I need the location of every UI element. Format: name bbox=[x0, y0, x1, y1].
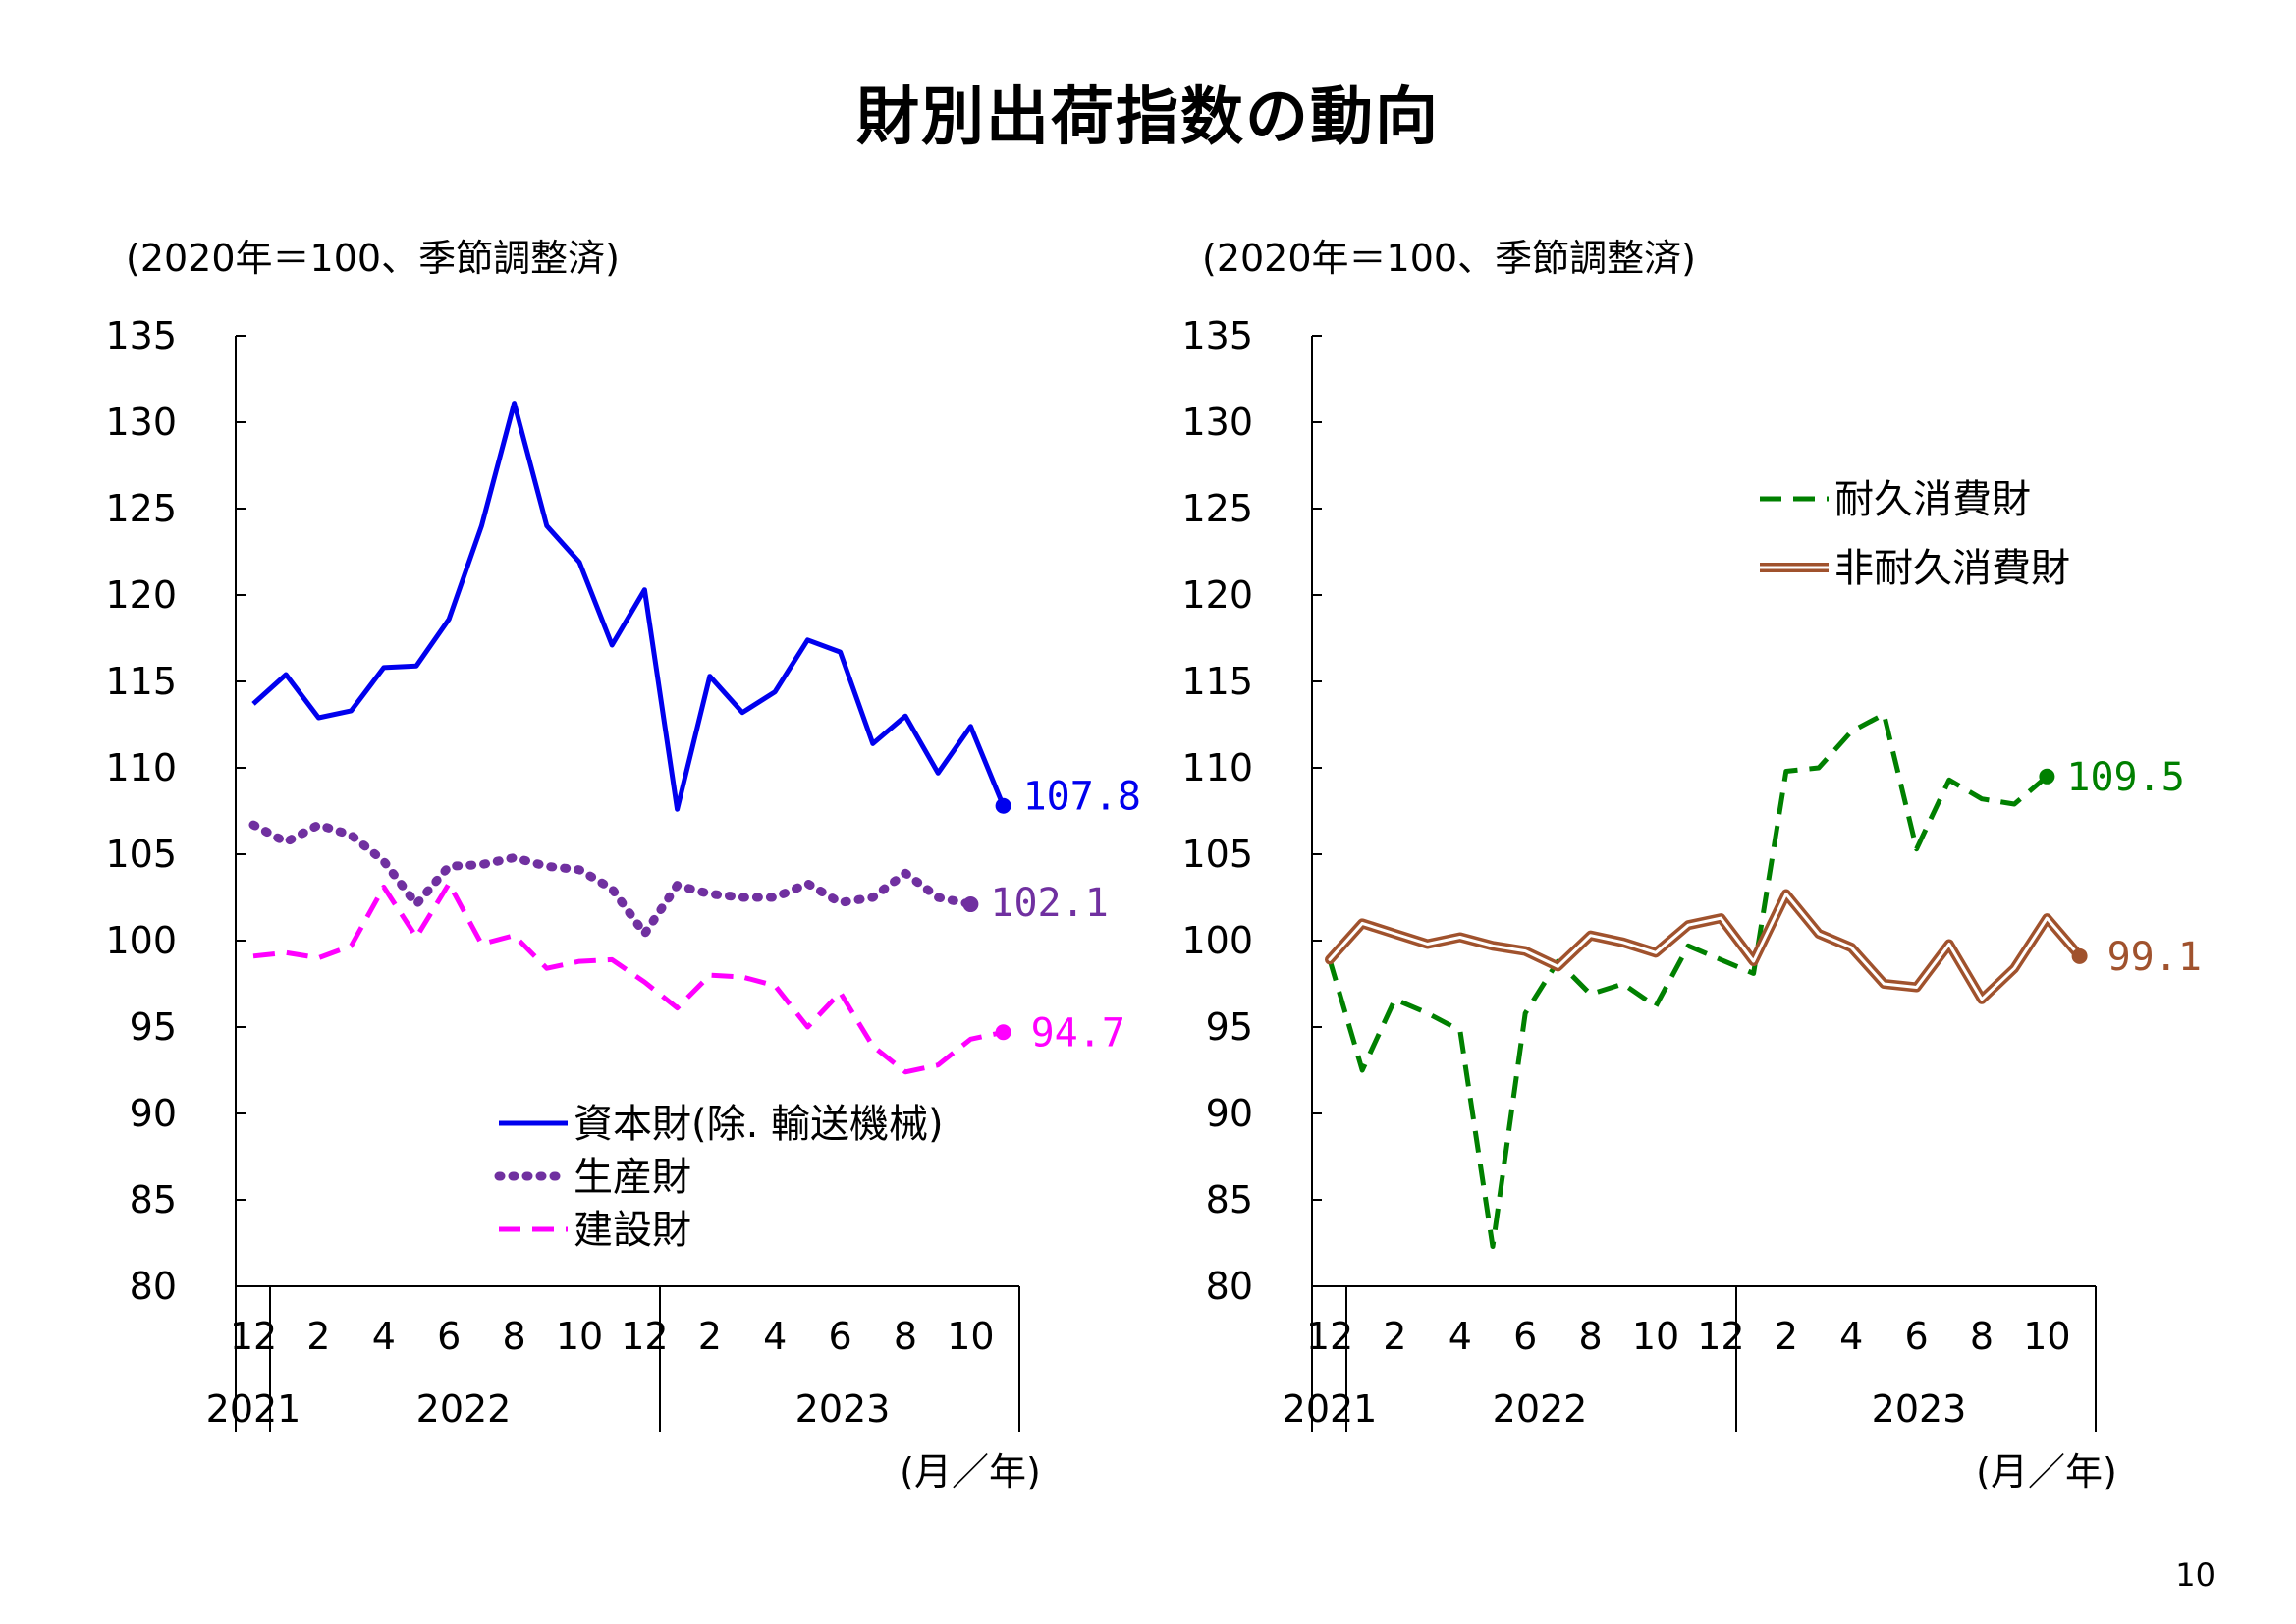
x-month-label: 4 bbox=[1839, 1315, 1863, 1358]
x-month-label: 6 bbox=[437, 1315, 461, 1358]
x-year-label: 2021 bbox=[206, 1387, 301, 1431]
legend-label: 生産財 bbox=[574, 1155, 691, 1200]
x-month-label: 6 bbox=[829, 1315, 852, 1358]
y-tick-label: 80 bbox=[130, 1265, 177, 1308]
series-end-marker bbox=[962, 896, 979, 913]
x-month-label: 4 bbox=[763, 1315, 787, 1358]
y-tick-label: 105 bbox=[1181, 833, 1253, 876]
consumer-goods-chart: (2020年＝100、季節調整済) 135 130 125 120 115 110 105 10… bbox=[1181, 237, 2202, 1493]
x-year-label: 2023 bbox=[1872, 1387, 1967, 1431]
x-month-label: 2 bbox=[1775, 1315, 1798, 1358]
y-tick-label: 110 bbox=[105, 746, 177, 789]
x-axis-unit-label: (月／年) bbox=[1976, 1450, 2117, 1493]
legend-label: 耐久消費財 bbox=[1834, 477, 2031, 522]
x-month-label: 10 bbox=[1632, 1315, 1679, 1358]
x-month-label: 8 bbox=[1579, 1315, 1603, 1358]
chart-subtitle: (2020年＝100、季節調整済) bbox=[126, 237, 620, 280]
x-year-label: 2023 bbox=[795, 1387, 891, 1431]
x-month-label: 8 bbox=[1970, 1315, 1994, 1358]
x-month-label: 12 bbox=[1306, 1315, 1353, 1358]
y-tick-label: 90 bbox=[130, 1092, 177, 1135]
y-tick-label: 95 bbox=[130, 1005, 177, 1049]
x-month-label: 6 bbox=[1905, 1315, 1929, 1358]
x-month-label: 10 bbox=[947, 1315, 994, 1358]
x-month-label: 2 bbox=[1383, 1315, 1406, 1358]
y-tick-label: 85 bbox=[1206, 1178, 1253, 1221]
series-end-marker bbox=[995, 1024, 1011, 1041]
series-end-label: 107.8 bbox=[1023, 775, 1141, 820]
y-tick-label: 125 bbox=[1181, 487, 1253, 530]
legend-label: 建設財 bbox=[574, 1208, 691, 1253]
x-month-label: 10 bbox=[2023, 1315, 2070, 1358]
y-tick-label: 95 bbox=[1206, 1005, 1253, 1049]
series-line-0-0 bbox=[251, 401, 1006, 812]
x-month-label: 10 bbox=[556, 1315, 603, 1358]
y-tick-label: 100 bbox=[1181, 919, 1253, 962]
x-month-label: 12 bbox=[1697, 1315, 1744, 1358]
y-tick-label: 115 bbox=[105, 660, 177, 703]
y-tick-label: 80 bbox=[1206, 1265, 1253, 1308]
y-tick-label: 135 bbox=[105, 314, 177, 357]
page-title: 財別出荷指数の動向 bbox=[856, 81, 1440, 154]
y-tick-label: 125 bbox=[105, 487, 177, 530]
y-tick-label: 105 bbox=[105, 833, 177, 876]
legend-label: 非耐久消費財 bbox=[1834, 546, 2070, 591]
page-number: 10 bbox=[2175, 1556, 2215, 1594]
x-year-label: 2022 bbox=[1493, 1387, 1588, 1431]
x-month-label: 2 bbox=[306, 1315, 330, 1358]
x-axis-unit-label: (月／年) bbox=[900, 1450, 1041, 1493]
x-year-label: 2021 bbox=[1283, 1387, 1378, 1431]
y-tick-label: 120 bbox=[105, 573, 177, 617]
capital-goods-chart: (2020年＝100、季節調整済) 135 130 125 120 115 110 105 10… bbox=[105, 237, 1141, 1493]
series-end-marker bbox=[2071, 947, 2088, 964]
x-month-label: 6 bbox=[1513, 1315, 1537, 1358]
series-line-0-2 bbox=[252, 881, 1005, 1075]
y-tick-label: 120 bbox=[1181, 573, 1253, 617]
x-month-label: 8 bbox=[894, 1315, 917, 1358]
chart-subtitle: (2020年＝100、季節調整済) bbox=[1202, 237, 1696, 280]
y-tick-label: 90 bbox=[1206, 1092, 1253, 1135]
series-end-marker bbox=[995, 797, 1011, 814]
y-tick-label: 135 bbox=[1181, 314, 1253, 357]
x-month-label: 4 bbox=[1449, 1315, 1472, 1358]
y-tick-label: 130 bbox=[105, 401, 177, 444]
x-month-label: 12 bbox=[230, 1315, 277, 1358]
y-tick-label: 100 bbox=[105, 919, 177, 962]
series-end-label: 94.7 bbox=[1031, 1010, 1125, 1056]
series-end-marker bbox=[2039, 768, 2055, 785]
series-end-label: 99.1 bbox=[2107, 935, 2202, 980]
legend-label: 資本財(除. 輸送機械) bbox=[574, 1102, 944, 1147]
x-year-label: 2022 bbox=[416, 1387, 512, 1431]
series-line-0-1 bbox=[248, 820, 975, 939]
x-month-label: 12 bbox=[621, 1315, 668, 1358]
series-line-1-0 bbox=[1327, 711, 2050, 1249]
series-line-1-1-inner bbox=[1328, 893, 2082, 1001]
x-month-label: 2 bbox=[698, 1315, 722, 1358]
series-end-label: 102.1 bbox=[990, 881, 1108, 926]
series-end-label: 109.5 bbox=[2066, 755, 2184, 800]
y-tick-label: 130 bbox=[1181, 401, 1253, 444]
series-line-1-1 bbox=[1325, 889, 2085, 1004]
y-tick-label: 85 bbox=[130, 1178, 177, 1221]
y-tick-label: 115 bbox=[1181, 660, 1253, 703]
y-tick-label: 110 bbox=[1181, 746, 1253, 789]
x-month-label: 4 bbox=[372, 1315, 396, 1358]
x-month-label: 8 bbox=[503, 1315, 526, 1358]
